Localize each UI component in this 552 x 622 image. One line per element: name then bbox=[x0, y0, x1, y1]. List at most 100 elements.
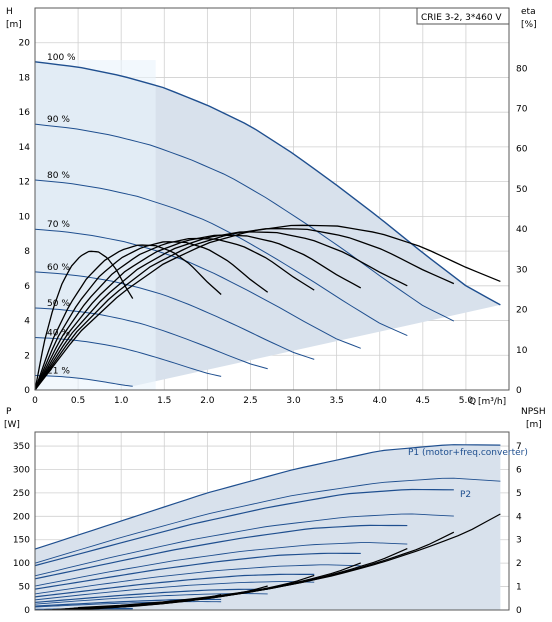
p1-curve bbox=[34, 588, 268, 603]
p2-curve bbox=[34, 477, 501, 564]
speed-labels: 100 % 90 % 80 % 70 % 60 % 50 % 40 % 21 % bbox=[47, 53, 76, 377]
qh-y-tick: 18 bbox=[19, 73, 31, 83]
qh-x-tick: 3.0 bbox=[286, 396, 301, 406]
qh-y-tick: 12 bbox=[19, 178, 30, 188]
p1-curve bbox=[34, 444, 501, 550]
npsh-y2-tick: 6 bbox=[516, 465, 522, 475]
qh-x-tick: 0 bbox=[32, 396, 38, 406]
qh-y-tick: 14 bbox=[19, 143, 31, 153]
speed-label: 100 % bbox=[47, 53, 76, 63]
qh-x-tick: 3.5 bbox=[329, 396, 343, 406]
qh-x-tick: 5.0 bbox=[459, 396, 474, 406]
legend-p1: P1 (motor+freq.converter) bbox=[408, 448, 528, 458]
head-curve bbox=[34, 228, 361, 349]
p1-curve bbox=[34, 488, 454, 567]
p2-curve bbox=[34, 564, 361, 595]
p1-curve bbox=[34, 552, 361, 590]
power-tick-labels: 0 50 100 150 200 250 300 350 0 1 2 3 4 5 6 7 bbox=[13, 442, 522, 616]
power-y-tick: 350 bbox=[13, 442, 30, 452]
npsh-y2-tick: 4 bbox=[516, 512, 522, 522]
p2-curve bbox=[34, 601, 222, 608]
power-envelope-area bbox=[35, 444, 501, 610]
qh-y-tick: 2 bbox=[24, 351, 30, 361]
head-curve bbox=[34, 61, 501, 306]
qh-y2-tick: 60 bbox=[516, 145, 528, 155]
p2-curve bbox=[34, 513, 454, 577]
qh-chart: 0 0.5 1.0 1.5 2.0 2.5 3.0 3.5 4.0 4.5 5.0 0 2 4 6 8 10 12… bbox=[6, 7, 537, 407]
qh-y-axis-unit: [m] bbox=[6, 20, 22, 30]
qh-x-axis-unit: [m³/h] bbox=[478, 397, 506, 407]
p1-curve bbox=[34, 573, 315, 598]
power-y-tick: 50 bbox=[19, 583, 31, 593]
head-curve bbox=[34, 375, 133, 387]
npsh-y2-axis-unit: [m] bbox=[526, 420, 542, 430]
npsh-y2-tick: 1 bbox=[516, 583, 522, 593]
power-envelope bbox=[35, 444, 501, 610]
power-y-tick: 200 bbox=[13, 512, 30, 522]
speed-label: 70 % bbox=[47, 220, 70, 230]
chart-title-box bbox=[416, 7, 510, 25]
p2-curve bbox=[34, 581, 315, 601]
qh-y-tick: 6 bbox=[24, 282, 30, 292]
qh-x-tick: 0.5 bbox=[71, 396, 85, 406]
qh-y-axis-label: H bbox=[6, 7, 13, 17]
qh-y2-tick: 10 bbox=[516, 346, 528, 356]
speed-label: 60 % bbox=[47, 263, 70, 273]
qh-x-axis-label: Q bbox=[469, 397, 476, 407]
speed-label: 21 % bbox=[47, 367, 70, 377]
qh-y-tick: 10 bbox=[19, 212, 31, 222]
power-y-tick: 250 bbox=[13, 489, 30, 499]
power-y-tick: 100 bbox=[13, 559, 30, 569]
power-chart: 0 50 100 150 200 250 300 350 0 1 2 3 4 5 6 7 P [W] NPSH… bbox=[4, 407, 546, 616]
npsh-y2-tick: 3 bbox=[516, 536, 522, 546]
power-y-tick: 150 bbox=[13, 536, 30, 546]
npsh-y2-tick: 0 bbox=[516, 606, 522, 616]
chart-title: CRIE 3-2, 3*460 V bbox=[421, 13, 502, 23]
qh-x-tick: 1.5 bbox=[157, 396, 171, 406]
qh-y2-tick: 40 bbox=[516, 225, 528, 235]
p2-curve bbox=[34, 542, 408, 587]
qh-y2-tick: 30 bbox=[516, 265, 528, 275]
power-y-axis-unit: [W] bbox=[4, 420, 20, 430]
speed-label: 50 % bbox=[47, 299, 70, 309]
npsh-y2-tick: 5 bbox=[516, 489, 522, 499]
power-y-axis-label: P bbox=[6, 407, 12, 417]
qh-x-tick: 1.0 bbox=[114, 396, 129, 406]
qh-curves bbox=[34, 61, 501, 391]
npsh-y2-tick: 7 bbox=[516, 442, 522, 452]
power-plot-frame bbox=[34, 431, 510, 611]
qh-y2-axis-unit: [%] bbox=[521, 20, 537, 30]
speed-label: 80 % bbox=[47, 171, 70, 181]
head-curve bbox=[34, 336, 222, 377]
qh-y-tick: 4 bbox=[24, 317, 30, 327]
qh-y2-tick: 70 bbox=[516, 105, 528, 115]
power-y-tick: 0 bbox=[24, 606, 30, 616]
legend-p2: P2 bbox=[460, 490, 471, 500]
qh-y2-axis-label: eta bbox=[521, 7, 536, 17]
qh-x-tick: 4.5 bbox=[416, 396, 430, 406]
qh-y-tick: 16 bbox=[19, 108, 31, 118]
qh-y2-tick: 0 bbox=[516, 386, 522, 396]
npsh-y2-axis-label: NPSH bbox=[521, 407, 546, 417]
qh-y2-tick: 50 bbox=[516, 185, 528, 195]
speed-label: 90 % bbox=[47, 115, 70, 125]
head-curve bbox=[34, 123, 455, 322]
qh-plot-frame bbox=[34, 7, 510, 391]
efficiency-curve bbox=[34, 250, 134, 391]
qh-x-tick: 2.5 bbox=[243, 396, 257, 406]
p1-curve bbox=[34, 524, 408, 580]
head-curve bbox=[34, 271, 315, 360]
npsh-y2-tick: 2 bbox=[516, 559, 522, 569]
head-curve bbox=[34, 179, 408, 337]
qh-x-tick: 4.0 bbox=[373, 396, 388, 406]
qh-y-tick: 20 bbox=[19, 39, 31, 49]
qh-y2-tick: 20 bbox=[516, 306, 528, 316]
qh-tick-labels: 0 0.5 1.0 1.5 2.0 2.5 3.0 3.5 4.0 4.5 5.0 0 2 4 6 8 10 12… bbox=[19, 39, 528, 406]
qh-y2-tick: 80 bbox=[516, 64, 528, 74]
qh-y-tick: 0 bbox=[24, 386, 30, 396]
qh-y-tick: 8 bbox=[24, 247, 30, 257]
qh-x-tick: 2.0 bbox=[200, 396, 215, 406]
efficiency-curve bbox=[34, 244, 222, 391]
power-y-tick: 300 bbox=[13, 465, 30, 475]
